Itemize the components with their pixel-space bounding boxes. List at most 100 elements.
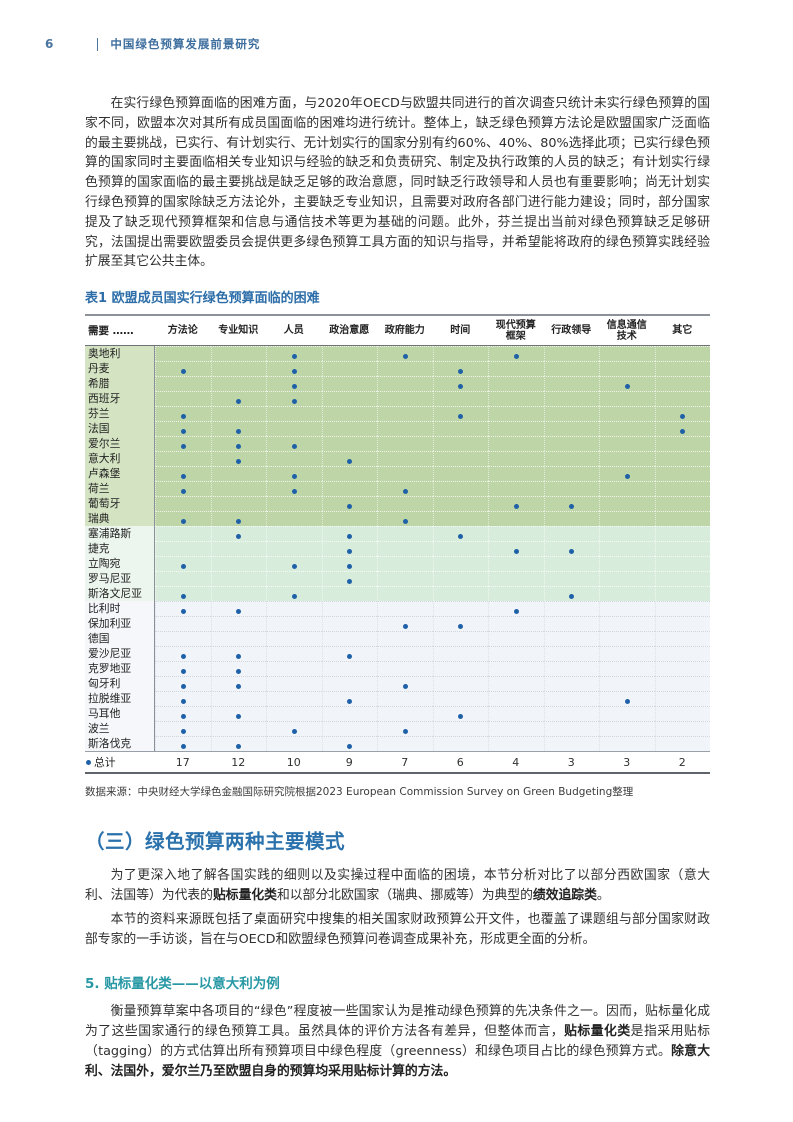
difficulty-cell [210, 406, 266, 422]
dot-marker [180, 594, 186, 600]
difficulty-cell [266, 451, 322, 467]
difficulty-cell [266, 706, 322, 722]
dot-marker [402, 684, 408, 690]
dot-marker [180, 564, 186, 570]
difficulty-cell [654, 556, 710, 572]
emphasized-text: 绩效追踪类 [532, 887, 597, 903]
difficulty-cell [432, 481, 488, 497]
country-label: 保加利亚 [85, 616, 155, 632]
difficulty-cell [155, 406, 211, 422]
difficulty-cell [599, 466, 655, 482]
section-heading: （三）绿色预算两种主要模式 [85, 830, 346, 854]
difficulty-cell [266, 556, 322, 572]
dot-marker [458, 714, 464, 720]
difficulty-cell [543, 571, 599, 587]
difficulty-cell [432, 646, 488, 662]
difficulty-cell [654, 406, 710, 422]
difficulty-cell [266, 421, 322, 437]
dot-marker [402, 624, 408, 630]
difficulty-cell [654, 376, 710, 392]
difficulty-cell [488, 571, 544, 587]
dot-marker [291, 354, 297, 360]
difficulty-cell [654, 586, 710, 602]
difficulty-cell [432, 421, 488, 437]
difficulty-cell [210, 361, 266, 377]
dot-marker [291, 489, 297, 495]
dot-legend-marker [86, 759, 91, 765]
difficulty-cell [654, 346, 710, 362]
difficulty-cell [321, 496, 377, 512]
column-header: 方法论 [167, 325, 198, 337]
difficulty-cell [432, 616, 488, 632]
difficulty-cell [321, 631, 377, 647]
difficulty-cell [321, 436, 377, 452]
difficulty-cell [543, 616, 599, 632]
difficulty-cell [321, 736, 377, 752]
difficulty-cell [155, 736, 211, 752]
difficulty-cell [543, 376, 599, 392]
dot-marker [624, 699, 630, 705]
subsection-paragraph: 衡量预算草案中各项目的“绿色”程度被一些国家认为是推动绿色预算的先决条件之一。因… [85, 1002, 710, 1081]
country-label: 波兰 [85, 721, 155, 737]
difficulty-cell [266, 511, 322, 527]
difficulty-cell [488, 691, 544, 707]
dot-marker [236, 534, 242, 540]
dot-marker [291, 729, 297, 735]
difficulty-cell [210, 586, 266, 602]
difficulty-cell [543, 346, 599, 362]
difficulty-cell [432, 406, 488, 422]
difficulty-cell [543, 646, 599, 662]
difficulty-cell [155, 451, 211, 467]
dot-marker [680, 414, 686, 420]
difficulty-cell [155, 436, 211, 452]
difficulty-cell [488, 361, 544, 377]
dot-marker [236, 714, 242, 720]
difficulty-cell [155, 706, 211, 722]
difficulty-cell [543, 391, 599, 407]
difficulty-cell [266, 601, 322, 617]
country-label: 罗马尼亚 [85, 571, 155, 587]
difficulty-cell [599, 556, 655, 572]
difficulty-cell [432, 706, 488, 722]
difficulty-cell [654, 706, 710, 722]
country-label: 比利时 [85, 601, 155, 617]
difficulty-cell [155, 496, 211, 512]
difficulty-cell [654, 571, 710, 587]
difficulty-cell [266, 481, 322, 497]
difficulty-cell [488, 406, 544, 422]
difficulty-cell [599, 736, 655, 752]
column-header: 政府能力 [384, 325, 425, 337]
dot-marker [402, 354, 408, 360]
difficulty-cell [155, 421, 211, 437]
table-corner-label: 需要 …… [88, 325, 134, 338]
difficulty-cell [488, 601, 544, 617]
difficulty-cell [488, 421, 544, 437]
difficulty-cell [488, 436, 544, 452]
difficulty-cell [543, 436, 599, 452]
difficulty-cell [488, 391, 544, 407]
difficulty-cell [599, 421, 655, 437]
dot-marker [458, 534, 464, 540]
difficulty-cell [654, 391, 710, 407]
difficulty-cell [321, 346, 377, 362]
table-row: 捷克 [85, 541, 710, 557]
difficulty-cell [432, 661, 488, 677]
difficulty-cell [543, 586, 599, 602]
page-content: 在实行绿色预算面临的困难方面，与2020年OECD与欧盟共同进行的首次调查只统计… [85, 94, 710, 1082]
dot-marker [513, 354, 519, 360]
difficulty-cell [210, 631, 266, 647]
difficulty-cell [543, 736, 599, 752]
difficulty-cell [488, 586, 544, 602]
difficulty-cell [155, 616, 211, 632]
difficulty-cell [210, 661, 266, 677]
difficulty-cell [377, 646, 433, 662]
difficulty-cell [266, 526, 322, 542]
difficulty-cell [654, 511, 710, 527]
difficulty-cell [155, 526, 211, 542]
difficulty-cell [321, 391, 377, 407]
difficulty-cell [432, 586, 488, 602]
dot-marker [180, 609, 186, 615]
difficulty-cell [543, 511, 599, 527]
page-number: 6 [45, 37, 54, 51]
dot-marker [458, 384, 464, 390]
